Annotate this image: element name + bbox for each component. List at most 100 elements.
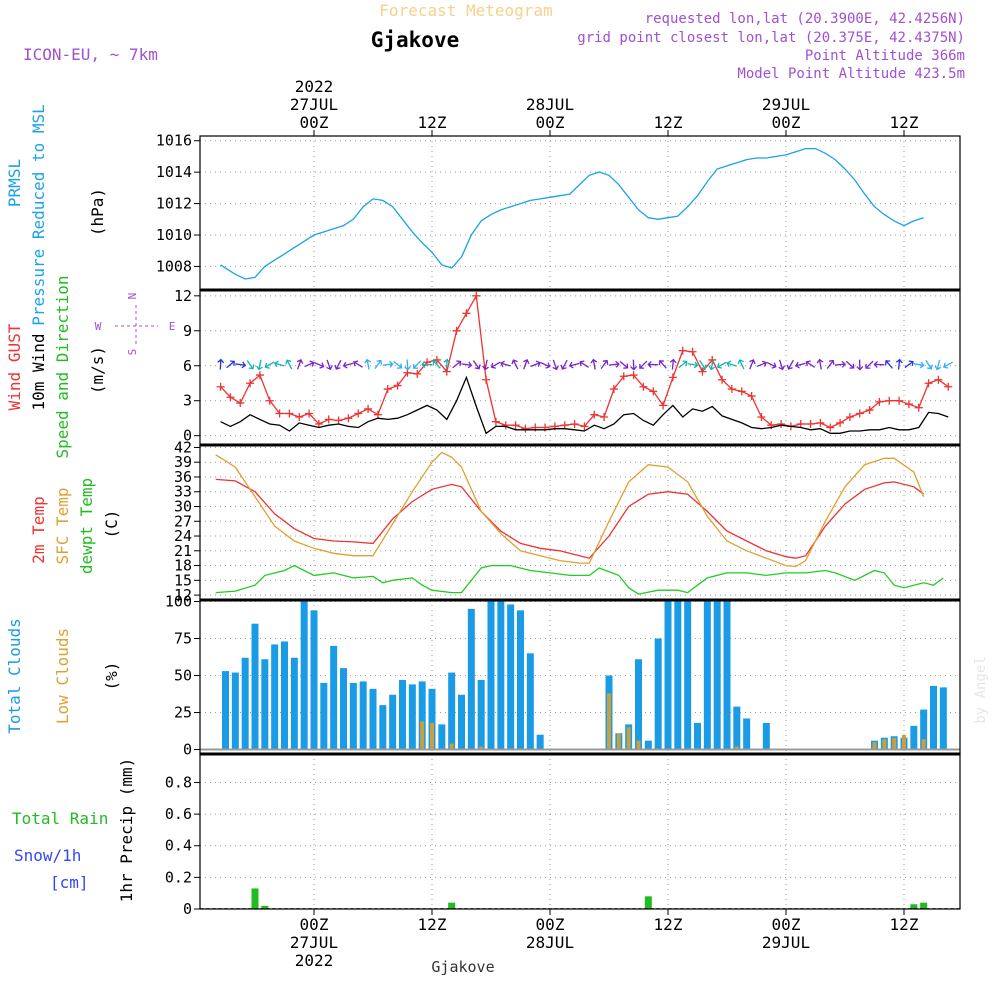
gust-marker (757, 413, 766, 422)
wind-arrow (716, 361, 727, 369)
wind-arrow (364, 358, 371, 370)
total-cloud-bar (684, 601, 692, 750)
wind-arrow (273, 360, 285, 368)
total-cloud-bar (438, 724, 446, 750)
ytick-label-precipitation: 0.2 (165, 868, 192, 886)
ytick-label-precipitation: 0.8 (165, 773, 192, 791)
total-cloud-bar (762, 722, 770, 750)
gust-marker (885, 396, 894, 405)
ytick-label-wind: 6 (183, 357, 192, 375)
total-cloud-bar (281, 641, 288, 750)
gust-marker (914, 403, 923, 412)
total-cloud-bar (399, 679, 406, 750)
plot-area-wind (216, 291, 953, 435)
panel-frame-wind (199, 289, 961, 446)
wind-dir-label: Speed and Direction (53, 275, 72, 458)
time-label: 2022 (295, 951, 334, 970)
wind-arrow (314, 361, 325, 369)
precip-bar (261, 905, 269, 909)
ytick-label-pressure: 1014 (156, 163, 192, 181)
gust-marker (462, 309, 471, 318)
gust-marker (511, 421, 520, 430)
gust-marker (609, 385, 618, 394)
total-cloud-bar (290, 657, 298, 750)
ytick-label-wind: 0 (183, 427, 192, 445)
ytick-label-temperature: 42 (174, 438, 192, 456)
wind-arrow (579, 360, 589, 368)
total-cloud-label: Total Clouds (5, 618, 24, 734)
gust-marker (737, 387, 746, 396)
gust-marker (383, 385, 392, 394)
gust-marker (944, 382, 953, 391)
ytick-label-temperature: 24 (174, 527, 192, 545)
precip-bar (644, 896, 652, 909)
total-cloud-bar (467, 608, 475, 750)
total-cloud-bar (349, 682, 357, 750)
panel-frame-precipitation (199, 753, 961, 910)
total-cloud-bar (507, 604, 515, 750)
gust-marker (324, 415, 333, 424)
wind-arrow (669, 358, 677, 370)
low-cloud-bar (636, 740, 641, 750)
time-label: 27JUL (290, 95, 338, 114)
wind-arrow (904, 360, 914, 369)
compass-s: S (126, 349, 139, 356)
wind-arrow (334, 359, 342, 370)
wind-arrow (678, 360, 688, 369)
total-cloud-bar (526, 653, 534, 750)
ytick-label-wind: 3 (183, 392, 192, 410)
gust-marker (639, 382, 648, 391)
gust-marker (580, 422, 589, 431)
total-cloud-bar (733, 706, 741, 750)
time-label: 00Z (300, 915, 329, 934)
total-cloud-bar (418, 681, 426, 750)
wind-arrow (658, 360, 667, 369)
gust-marker (482, 375, 491, 384)
low-cloud-bar (626, 727, 631, 750)
wind-arrow (786, 359, 794, 370)
total-cloud-bar (408, 684, 416, 750)
compass-w: W (95, 320, 102, 333)
low-cloud-bar (607, 693, 611, 750)
gust-marker (747, 392, 756, 401)
time-label: 29JUL (762, 933, 810, 952)
series-line-prmsl (220, 147, 924, 280)
total-cloud-bar (310, 610, 318, 750)
gust-marker (305, 409, 314, 418)
wind-arrow (413, 360, 422, 369)
wind-arrow (404, 359, 412, 371)
wind-arrow (737, 359, 745, 370)
total-cloud-bar (644, 740, 652, 750)
time-label: 12Z (890, 113, 919, 132)
total-cloud-bar (703, 601, 711, 750)
gust-marker (285, 409, 294, 418)
low-cloud-bar (882, 739, 887, 750)
total-cloud-bar (448, 672, 456, 750)
ytick-label-pressure: 1016 (156, 132, 192, 150)
wind-arrow (873, 361, 885, 368)
wind-arrow (639, 360, 648, 369)
ytick-label-precipitation: 0.4 (165, 837, 192, 855)
wind-arrow (296, 359, 304, 370)
gust-marker (393, 381, 402, 390)
wind-arrow (540, 361, 551, 369)
gust-marker (413, 369, 422, 378)
wind-arrow (805, 360, 816, 368)
wind-arrow (482, 359, 489, 371)
compass-n: N (126, 293, 139, 300)
panel-clouds: 0 25 50 75 100 (165, 592, 961, 759)
ytick-label-wind: 9 (183, 322, 192, 340)
gust-marker (924, 379, 933, 388)
wind-arrow (382, 360, 394, 368)
gust-marker (718, 375, 727, 384)
panel-precipitation: 0 0.2 0.4 0.6 0.8 (165, 753, 961, 918)
wind-arrow (256, 359, 263, 371)
low-cloud-bar (479, 746, 484, 750)
ytick-label-clouds: 25 (174, 704, 192, 722)
wind-arrow (511, 359, 519, 370)
model-altitude: Model Point Altitude 423.5m (737, 66, 965, 82)
wind-arrow (766, 361, 777, 369)
compass-e: E (169, 320, 176, 333)
gust-marker (314, 420, 323, 429)
wind-arrow (452, 360, 462, 369)
